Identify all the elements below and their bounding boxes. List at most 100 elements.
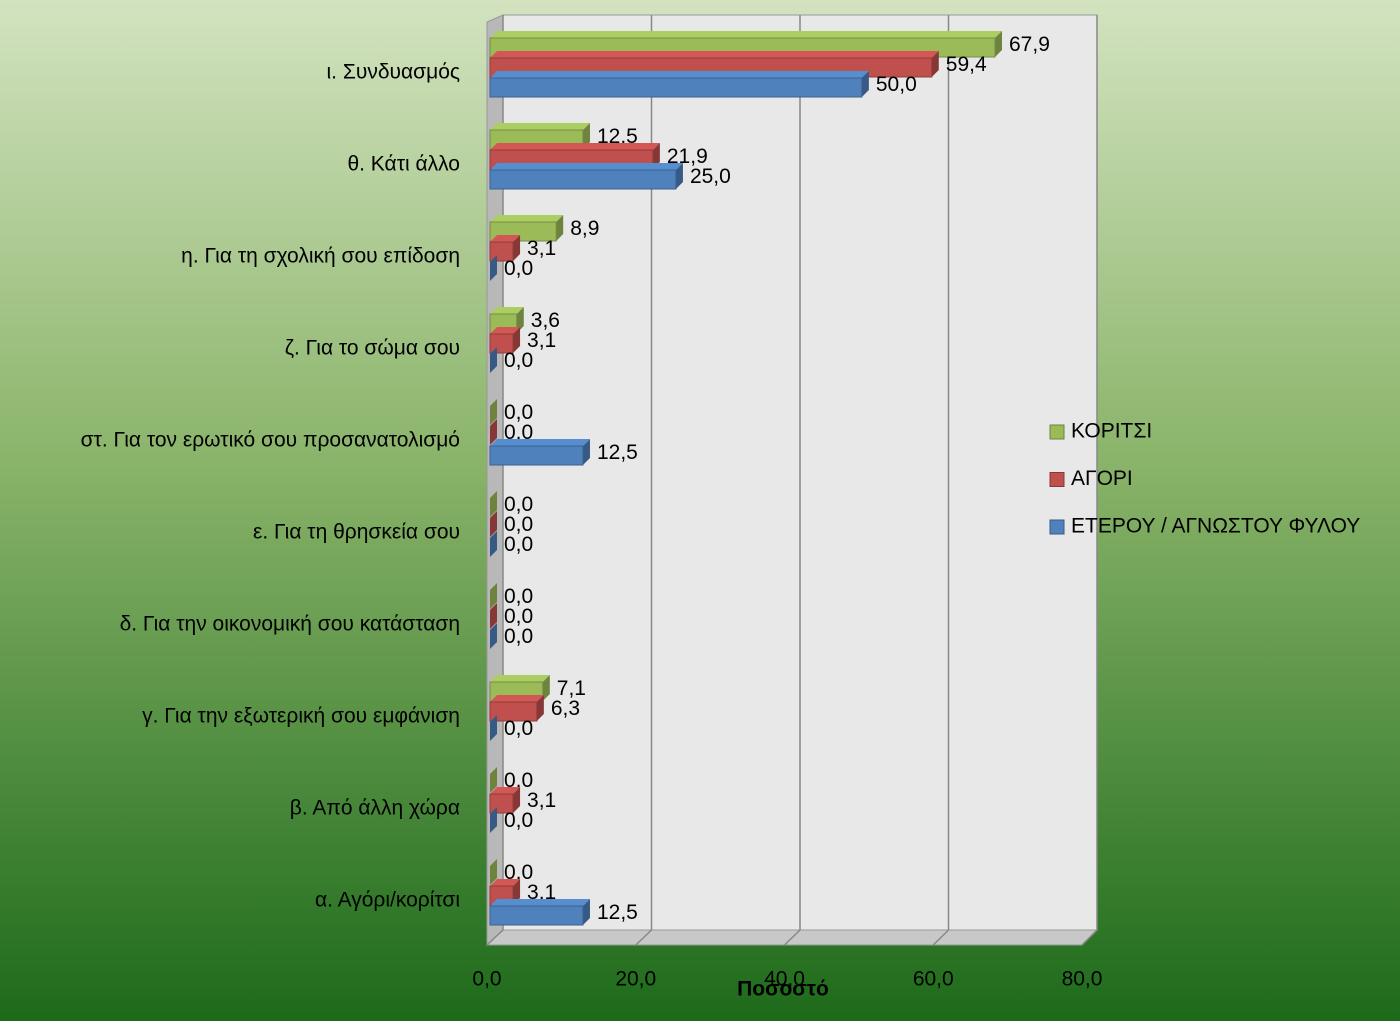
x-tick-label: 0,0: [472, 968, 501, 991]
bar-top: [490, 163, 683, 170]
bar-side: [490, 603, 497, 629]
value-label: 12,5: [597, 441, 638, 464]
bar-top: [490, 71, 869, 78]
y-tick-label: ζ. Για το σώμα σου: [285, 337, 460, 360]
bar-side: [490, 347, 497, 373]
bar-top: [490, 787, 521, 794]
bar-side: [490, 807, 497, 833]
value-label: 0,0: [504, 585, 533, 608]
value-label: 0,0: [504, 257, 533, 280]
bar-top: [490, 695, 544, 702]
x-tick-label: 80,0: [1062, 968, 1103, 991]
value-label: 12,5: [597, 901, 638, 924]
grid-line-floor: [635, 929, 653, 946]
x-axis-title: Ποσοστό: [737, 978, 829, 1001]
value-label: 0,0: [504, 717, 533, 740]
value-label: 0,0: [504, 493, 533, 516]
value-label: 3,1: [527, 237, 556, 260]
x-tick-label: 60,0: [913, 968, 954, 991]
value-label: 0,0: [504, 769, 533, 792]
bar-top: [490, 439, 590, 446]
value-label: 0,0: [504, 625, 533, 648]
value-label: 0,0: [504, 809, 533, 832]
bar-side: [513, 787, 521, 813]
bar-top: [490, 235, 521, 242]
grid-line-floor: [486, 929, 504, 946]
value-label: 12,5: [597, 125, 638, 148]
value-label: 21,9: [667, 145, 708, 168]
x-tick-label: 20,0: [615, 968, 656, 991]
bar-side: [490, 715, 497, 741]
y-tick-label: ε. Για τη θρησκεία σου: [253, 521, 460, 544]
value-label: 3,6: [531, 309, 560, 332]
value-label: 67,9: [1009, 33, 1050, 56]
bar-side: [513, 235, 521, 261]
y-tick-label: η. Για τη σχολική σου επίδοση: [181, 245, 460, 268]
bar-side: [490, 767, 497, 793]
legend-label: ΑΓΟΡΙ: [1071, 467, 1133, 490]
grid-line-floor: [1081, 929, 1098, 946]
bar-top: [490, 215, 564, 222]
bar-side: [490, 531, 497, 557]
bar: [489, 701, 538, 722]
bar-top: [490, 51, 939, 58]
legend-swatch: [1049, 519, 1065, 535]
legend-label: ΕΤΕΡΟΥ / ΑΓΝΩΣΤΟΥ ΦΥΛΟΥ: [1071, 515, 1360, 538]
bar-side: [490, 419, 497, 445]
y-tick-label: α. Αγόρι/κορίτσι: [315, 889, 460, 912]
grid-line-floor: [783, 929, 801, 946]
value-label: 25,0: [690, 165, 731, 188]
bar-side: [490, 623, 497, 649]
bar: [489, 445, 584, 466]
bar-top: [490, 327, 521, 334]
bar-side: [675, 163, 683, 189]
bar-top: [490, 143, 660, 150]
grid-line-floor: [932, 929, 950, 946]
value-label: 8,9: [570, 217, 599, 240]
bar-side: [542, 675, 550, 701]
bar-top: [490, 31, 1003, 38]
y-tick-label: ι. Συνδυασμός: [327, 61, 460, 84]
bar-side: [931, 51, 939, 77]
bar: [489, 905, 584, 926]
value-label: 7,1: [557, 677, 586, 700]
bar: [489, 169, 677, 190]
legend-swatch: [1049, 424, 1065, 440]
y-tick-label: στ. Για τον ερωτικό σου προσανατολισμό: [81, 429, 460, 452]
value-label: 50,0: [876, 73, 917, 96]
legend-label: ΚΟΡΙΤΣΙ: [1071, 420, 1152, 443]
value-label: 0,0: [504, 421, 533, 444]
y-tick-label: β. Από άλλη χώρα: [290, 797, 460, 820]
value-label: 0,0: [504, 605, 533, 628]
y-tick-label: γ. Για την εξωτερική σου εμφάνιση: [142, 705, 460, 728]
legend-swatch: [1049, 472, 1065, 487]
bar-side: [490, 491, 497, 517]
value-label: 3,1: [527, 789, 556, 812]
bar-side: [861, 71, 869, 97]
bar: [489, 77, 863, 98]
bar-side: [582, 899, 590, 925]
bar-side: [490, 399, 497, 425]
bar-side: [652, 143, 660, 169]
value-label: 0,0: [504, 401, 533, 424]
bar-top: [490, 675, 550, 682]
value-label: 0,0: [504, 513, 533, 536]
value-label: 59,4: [946, 53, 987, 76]
bar-top: [490, 899, 590, 906]
x-tick-label: 40,0: [764, 968, 805, 991]
bar-side: [516, 307, 524, 333]
bar-side: [582, 123, 590, 149]
bar-side: [490, 583, 497, 609]
bar-side: [490, 511, 497, 537]
bar-side: [490, 255, 497, 281]
value-label: 3,1: [527, 329, 556, 352]
y-tick-label: δ. Για την οικονομική σου κατάσταση: [120, 613, 460, 636]
bar-top: [490, 879, 521, 886]
value-label: 0,0: [504, 861, 533, 884]
value-label: 0,0: [504, 533, 533, 556]
bar-side: [513, 327, 521, 353]
bar-side: [513, 879, 521, 905]
bar-side: [995, 31, 1003, 57]
bar-side: [536, 695, 544, 721]
